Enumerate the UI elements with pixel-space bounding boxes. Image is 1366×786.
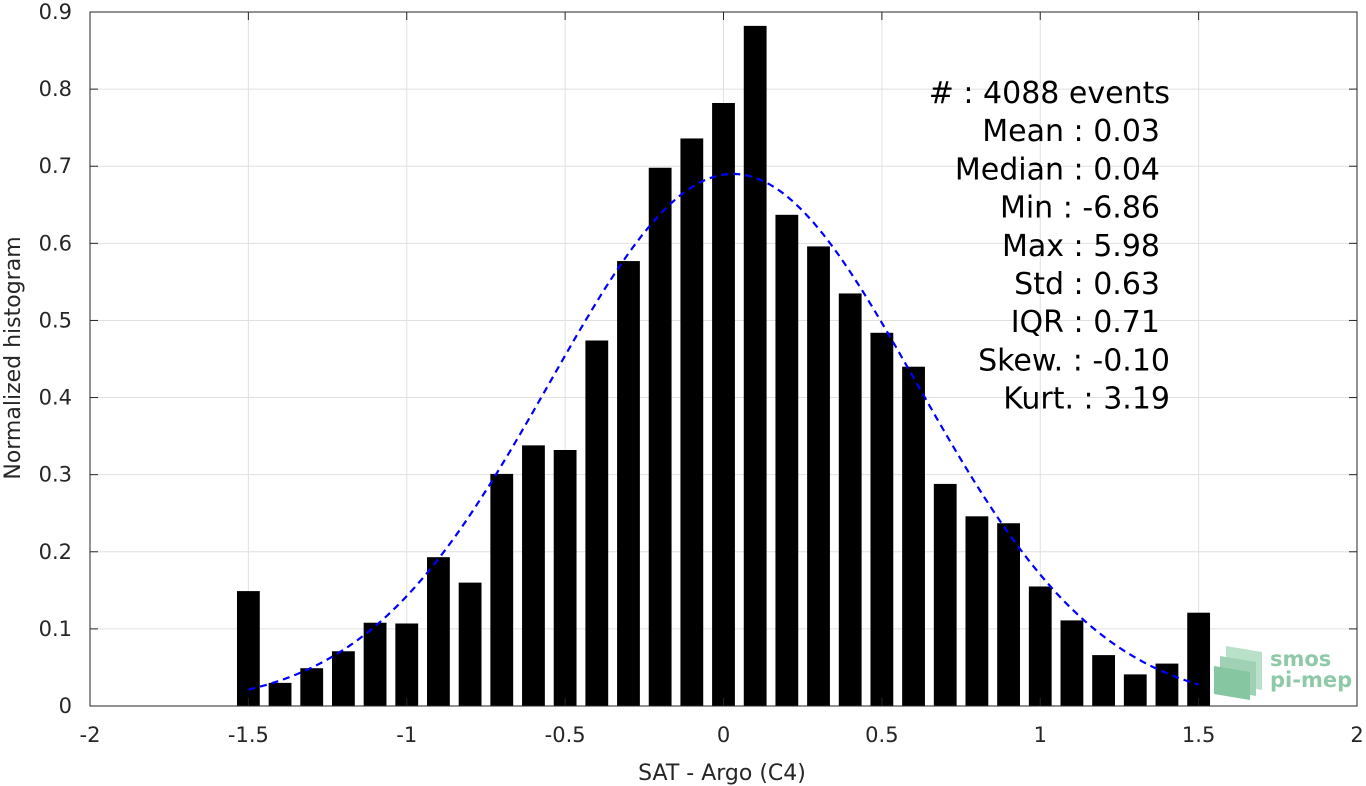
histogram-bar <box>1028 586 1052 706</box>
histogram-bar <box>585 340 609 706</box>
stats-line: # : 4088 events <box>929 76 1170 111</box>
histogram-bar <box>1155 663 1179 706</box>
logo-line2: pi-mep <box>1270 668 1352 692</box>
histogram-bar <box>712 102 735 707</box>
histogram-bar <box>965 516 989 706</box>
histogram-bar <box>236 591 260 706</box>
smos-pi-mep-logo: smos pi-mep <box>1214 646 1352 700</box>
x-tick-label: 1.5 <box>1182 723 1215 747</box>
x-tick-label: 1 <box>1034 723 1047 747</box>
y-tick-label: 0.4 <box>39 386 72 410</box>
x-axis-title: SAT - Argo (C4) <box>638 761 806 786</box>
x-tick-labels: -2 -1.5 -1 -0.5 0 0.5 1 1.5 2 <box>80 723 1364 747</box>
x-tick-label: 0 <box>717 723 730 747</box>
x-tick-label: -1 <box>396 723 417 747</box>
y-tick-label: 0.1 <box>39 617 72 641</box>
y-tick-label: 0.2 <box>39 540 72 564</box>
histogram-bar <box>807 246 830 706</box>
y-tick-label: 0.6 <box>39 231 72 255</box>
bars <box>236 25 1211 707</box>
x-tick-label: -2 <box>80 723 101 747</box>
histogram-bar <box>395 623 419 706</box>
histogram-bar <box>648 167 672 706</box>
x-tick-label: -0.5 <box>545 723 586 747</box>
histogram-bar <box>870 332 894 706</box>
logo-line1: smos <box>1270 647 1331 671</box>
stats-line: Mean : 0.03 <box>982 114 1160 149</box>
histogram-bar <box>838 293 862 706</box>
stats-line: Min : -6.86 <box>1000 191 1160 226</box>
stats-line: Median : 0.04 <box>955 152 1160 187</box>
x-tick-label: 2 <box>1350 723 1363 747</box>
histogram-bar <box>1123 674 1147 706</box>
histogram-bar <box>458 582 482 706</box>
histogram-bar <box>1187 612 1211 706</box>
histogram-bar <box>490 473 514 706</box>
stats-line: Std : 0.63 <box>1014 267 1160 302</box>
y-tick-label: 0.8 <box>39 77 72 101</box>
y-tick-label: 0.3 <box>39 463 72 487</box>
histogram-bar <box>680 138 704 706</box>
histogram-bar <box>997 523 1020 706</box>
histogram-bar <box>1060 620 1084 706</box>
x-tick-label: 0.5 <box>865 723 898 747</box>
histogram-bar <box>775 214 799 706</box>
y-axis-title: Normalized histogram <box>1 236 26 479</box>
histogram-bar <box>553 449 577 706</box>
stats-line: Max : 5.98 <box>1002 229 1160 264</box>
logo-mark-icon <box>1214 646 1262 700</box>
y-tick-label: 0 <box>59 694 72 718</box>
y-tick-label: 0.7 <box>39 154 72 178</box>
histogram-bar <box>331 651 355 706</box>
histogram-bar <box>933 483 957 706</box>
y-tick-label: 0.9 <box>39 0 72 24</box>
stats-line: IQR : 0.71 <box>1011 305 1160 340</box>
stats-line: Skew. : -0.10 <box>978 343 1170 378</box>
histogram-bar <box>1092 655 1116 706</box>
histogram-bar <box>743 25 767 706</box>
stats-line: Kurt. : 3.19 <box>1003 382 1170 417</box>
histogram-bar <box>300 668 324 706</box>
histogram-bar <box>902 366 925 706</box>
histogram-bar <box>427 557 450 706</box>
histogram-bar <box>617 261 640 706</box>
x-tick-label: -1.5 <box>228 723 269 747</box>
normal-fit-curve <box>248 172 1199 691</box>
histogram-bar <box>268 682 292 706</box>
axes <box>89 11 1358 707</box>
y-tick-label: 0.5 <box>39 308 72 332</box>
histogram-bar <box>363 622 387 706</box>
histogram-bar <box>522 445 545 706</box>
y-tick-labels: 0 0.1 0.2 0.3 0.4 0.5 0.6 0.7 0.8 0.9 <box>39 0 72 718</box>
